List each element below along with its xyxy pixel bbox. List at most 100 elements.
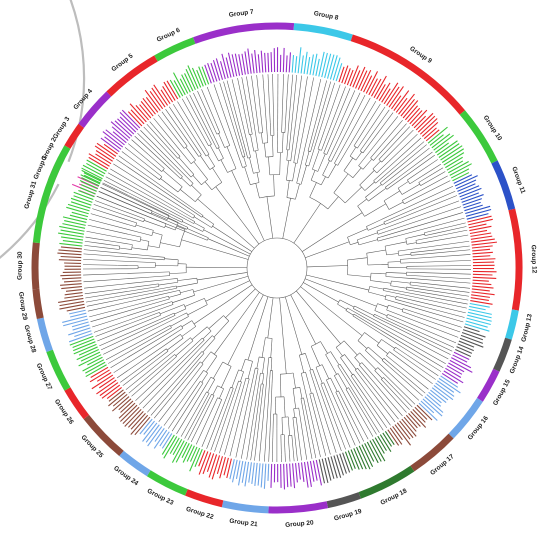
branch	[203, 393, 210, 405]
branch	[215, 186, 260, 245]
branch	[83, 264, 118, 266]
branch	[208, 315, 224, 329]
leaf-mark	[112, 393, 128, 407]
leaf-mark	[111, 126, 129, 141]
leaf-mark	[72, 324, 90, 331]
leaf-mark	[471, 238, 495, 243]
branch	[84, 245, 106, 249]
branch	[293, 144, 297, 163]
group-arc	[78, 91, 112, 128]
leaf-mark	[78, 346, 98, 356]
branch	[207, 238, 250, 257]
branch	[138, 351, 194, 405]
branch	[170, 316, 189, 327]
branch	[208, 144, 212, 147]
branch	[130, 200, 153, 212]
leaf-mark	[69, 214, 88, 221]
branch	[135, 354, 185, 401]
group-arc	[268, 501, 329, 514]
branch	[292, 388, 297, 409]
leaf-mark	[103, 143, 118, 155]
group-arc	[293, 23, 353, 42]
branch	[300, 286, 363, 336]
leaf-mark	[398, 93, 415, 115]
branch	[196, 278, 198, 284]
branch	[224, 401, 240, 455]
branch	[247, 296, 269, 361]
branch	[205, 356, 218, 373]
leaf-mark	[461, 332, 484, 341]
branch	[209, 144, 219, 162]
leaf-mark	[257, 54, 261, 73]
branch	[373, 375, 407, 413]
branch	[343, 157, 353, 171]
leaf-mark	[462, 329, 486, 338]
leaf-mark	[70, 312, 87, 318]
leaf-mark	[472, 261, 495, 264]
leaf-mark	[169, 79, 181, 98]
leaf-mark	[471, 291, 495, 296]
branch	[146, 123, 164, 143]
branch	[283, 396, 286, 418]
branch	[178, 163, 192, 178]
leaf-mark	[145, 424, 160, 443]
branch	[213, 320, 230, 338]
leaf-mark	[295, 463, 298, 483]
branch	[231, 170, 265, 241]
branch	[83, 249, 144, 256]
branch	[293, 407, 299, 409]
leaf-mark	[64, 220, 86, 226]
branch	[342, 399, 365, 442]
branch	[431, 276, 471, 280]
leaf-mark	[449, 163, 472, 176]
branch	[107, 172, 188, 218]
branch	[304, 278, 377, 307]
branch	[303, 282, 339, 303]
branch	[357, 340, 368, 349]
branch	[310, 170, 316, 181]
branch	[317, 138, 322, 150]
branch	[136, 286, 159, 291]
branch	[171, 401, 192, 432]
leaf-mark	[312, 460, 318, 481]
branch	[384, 299, 408, 307]
leaf-mark	[231, 54, 238, 77]
branch	[214, 399, 223, 416]
leaf-mark	[369, 440, 382, 462]
branch	[377, 303, 388, 308]
branch	[256, 118, 260, 134]
leaf-mark	[350, 449, 360, 470]
branch	[207, 154, 215, 167]
branch	[296, 182, 302, 185]
leaf-mark	[469, 229, 488, 235]
branch	[395, 296, 397, 300]
leaf-mark	[377, 435, 387, 451]
leaf-mark	[300, 462, 305, 482]
branch	[401, 308, 404, 312]
branch	[83, 272, 153, 276]
branch	[387, 376, 416, 405]
branch	[358, 239, 378, 246]
leaf-mark	[336, 454, 344, 476]
branch	[83, 276, 150, 283]
branch	[296, 161, 302, 184]
branch	[161, 356, 177, 371]
branch	[216, 147, 220, 149]
branch	[164, 138, 181, 157]
leaf-mark	[62, 223, 86, 229]
leaf-mark	[326, 54, 335, 79]
branch	[369, 286, 384, 290]
branch	[293, 162, 298, 164]
branch	[354, 305, 374, 316]
branch	[251, 75, 258, 119]
leaf-mark	[215, 58, 224, 80]
branch	[302, 212, 363, 252]
leaf-mark	[122, 406, 140, 425]
branch	[371, 109, 390, 136]
leaf-mark	[341, 65, 349, 84]
branch	[309, 182, 317, 198]
branch	[426, 234, 469, 243]
branch	[355, 400, 377, 435]
branch	[384, 246, 387, 255]
leaf-mark	[472, 248, 491, 252]
